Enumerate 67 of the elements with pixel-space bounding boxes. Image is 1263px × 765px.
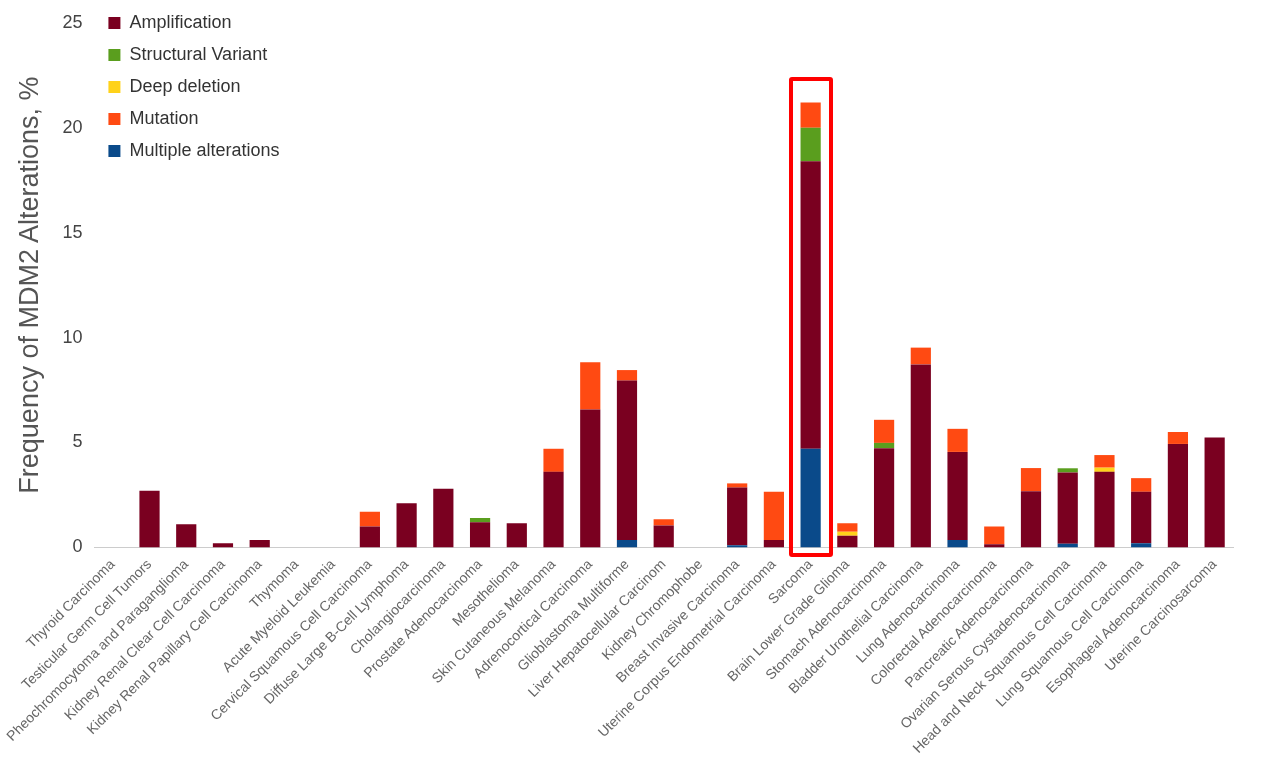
bar	[763, 491, 784, 541]
bar	[506, 523, 527, 548]
y-tick-label: 20	[62, 116, 83, 137]
bar	[910, 347, 931, 365]
bar	[616, 370, 638, 381]
bar	[653, 525, 674, 548]
bar	[359, 526, 380, 548]
bar	[139, 490, 160, 548]
legend-label: Amplification	[129, 11, 232, 32]
bar	[727, 545, 748, 548]
bar	[1167, 431, 1189, 444]
bar	[543, 448, 564, 472]
bar	[359, 511, 380, 527]
bar	[1131, 478, 1152, 492]
bar	[727, 483, 748, 488]
bar	[837, 531, 858, 536]
bar	[1094, 455, 1115, 468]
bar	[1131, 543, 1152, 548]
bar	[947, 540, 968, 548]
legend-label: Mutation	[129, 107, 199, 128]
bar	[910, 364, 931, 548]
bar	[873, 419, 895, 443]
bar	[249, 540, 270, 548]
y-axis-title: Frequency of MDM2 Alterations, %	[13, 76, 44, 494]
bar	[837, 523, 858, 532]
bar	[1057, 472, 1078, 544]
bar	[873, 442, 895, 449]
bar	[616, 540, 638, 548]
bar	[1094, 471, 1115, 548]
bar	[800, 127, 821, 162]
bar	[763, 540, 784, 548]
legend-label: Structural Variant	[129, 43, 268, 64]
bar	[800, 161, 821, 449]
y-tick-label: 10	[62, 326, 83, 347]
bar	[800, 102, 821, 128]
bar	[580, 362, 601, 410]
bar	[984, 544, 1005, 548]
legend-label: Multiple alterations	[129, 139, 280, 160]
bar	[469, 518, 491, 523]
bar	[1020, 491, 1042, 548]
bar	[543, 471, 564, 548]
bar	[616, 380, 638, 541]
bar	[1057, 468, 1078, 473]
bar	[653, 519, 674, 526]
bar	[1204, 437, 1225, 548]
bar	[800, 448, 821, 548]
bar	[1094, 467, 1115, 472]
y-tick-label: 5	[72, 431, 83, 452]
bar	[873, 448, 895, 548]
y-tick-label: 15	[62, 221, 83, 242]
bar	[212, 543, 234, 548]
legend-label: Deep deletion	[129, 75, 241, 96]
y-tick-label: 25	[62, 11, 83, 32]
bar	[396, 503, 417, 548]
bar	[1167, 443, 1189, 548]
bar	[176, 524, 197, 548]
bar	[947, 428, 968, 452]
bar	[984, 526, 1005, 545]
bar	[433, 488, 454, 548]
bar	[1020, 468, 1042, 492]
bar	[727, 487, 748, 546]
y-tick-label: 0	[72, 536, 83, 557]
bar	[580, 409, 601, 548]
bar	[1131, 491, 1152, 544]
bar	[469, 522, 491, 548]
bar	[837, 535, 858, 548]
bar	[947, 451, 968, 541]
